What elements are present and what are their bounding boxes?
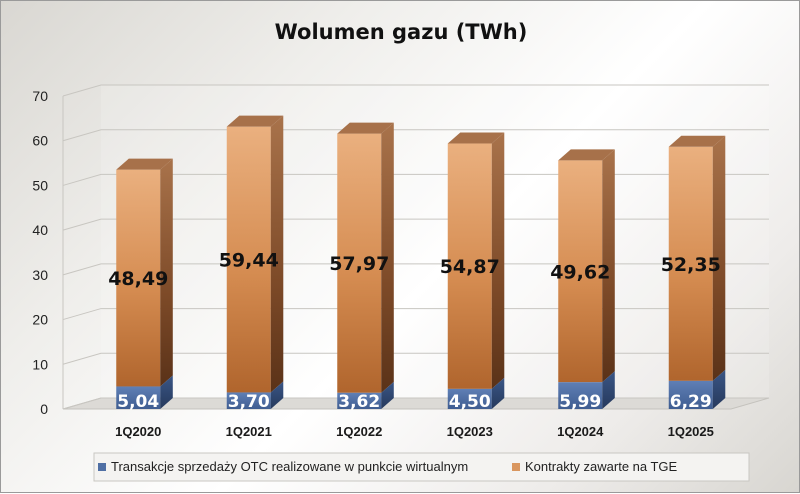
bar-tge-top [337,122,394,134]
bar-otc-side [270,381,284,409]
bar-otc-front [226,392,271,409]
gridline [62,397,769,410]
legend-label-tge: Kontrakty zawarte na TGE [525,459,678,474]
x-tick-label: 1Q2021 [226,424,272,439]
y-tick-label: 70 [32,88,48,104]
x-tick-label: 1Q2023 [447,424,493,439]
bar-tge-front [337,133,382,393]
bar-tge-top [116,158,173,170]
data-label-tge: 54,87 [440,256,500,278]
y-tick-label: 30 [32,267,48,283]
legend-swatch-otc [98,463,106,471]
bar-tge-top [226,115,284,127]
x-tick-label: 1Q2022 [336,424,382,439]
y-tick-label: 60 [32,133,48,149]
bar-tge-front [116,169,161,387]
data-label-tge: 59,44 [219,250,279,272]
y-tick-label: 0 [40,401,48,417]
bar-tge-side [270,115,284,393]
bar-otc-front [116,386,161,409]
bar-tge-side [602,149,615,383]
gridline [62,352,769,365]
gridline [62,84,769,97]
bar-tge-top [558,149,615,161]
data-label-tge: 52,35 [661,254,721,276]
bar-otc-front [447,388,492,409]
data-label-otc: 6,29 [670,392,712,412]
bar-otc-front [558,382,603,409]
bar-otc-side [491,377,505,409]
data-label-otc: 3,62 [338,392,380,412]
bar-tge-side [381,122,394,393]
bar-tge-side [712,135,726,381]
data-label-tge: 57,97 [329,253,389,275]
y-tick-label: 10 [32,356,48,372]
bar-tge-side [160,158,173,387]
bar-tge-front [447,143,492,389]
bar-tge-top [447,132,505,144]
data-label-otc: 3,70 [228,392,270,412]
bar-otc-side [381,381,394,409]
bar-otc-side [160,375,173,409]
bars-layer [116,115,726,409]
bar-otc-front [337,392,382,409]
x-tick-label: 1Q2025 [668,424,714,439]
gridline [62,308,769,321]
data-label-tge: 48,49 [108,268,168,290]
gridline [62,218,769,231]
data-label-otc: 4,50 [449,392,491,412]
bar-otc-side [602,371,615,409]
data-label-otc: 5,99 [559,392,601,412]
bar-tge-front [558,160,603,383]
gridline [62,173,769,186]
bar-tge-front [668,146,713,381]
x-tick-label: 1Q2020 [115,424,161,439]
chart-title: Wolumen gazu (TWh) [275,20,528,44]
bar-otc-side [712,369,726,409]
bar-tge-side [491,132,505,389]
bar-tge-top [668,135,726,147]
legend: Transakcje sprzedaży OTC realizowane w p… [93,452,750,482]
x-tick-label: 1Q2024 [557,424,604,439]
y-tick-label: 20 [32,312,48,328]
y-tick-label: 40 [32,222,48,238]
data-label-tge: 49,62 [550,261,610,283]
legend-box [93,452,750,482]
legend-swatch-tge [512,463,520,471]
gridline [62,263,769,276]
bar-tge-front [226,126,271,393]
legend-label-otc: Transakcje sprzedaży OTC realizowane w p… [111,459,468,474]
bar-otc-front [668,380,713,409]
data-label-otc: 5,04 [117,392,159,412]
gridline [62,129,769,142]
y-tick-label: 50 [32,177,48,193]
labels-layer: 48,49 5,04 1Q2020 59,44 3,70 1Q2021 57,97 3,62 1… [108,250,721,439]
